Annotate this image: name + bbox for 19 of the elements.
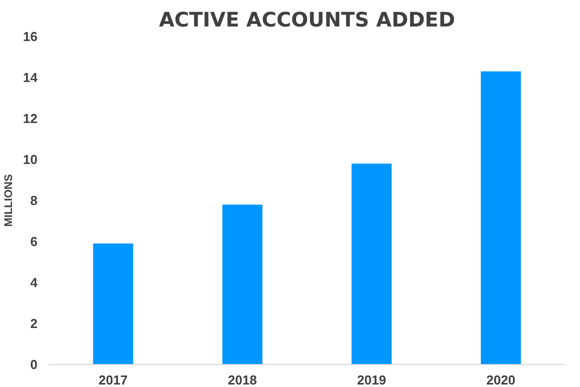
y-tick-label: 4 xyxy=(30,275,38,290)
bar xyxy=(222,204,262,364)
y-tick-label: 8 xyxy=(30,193,38,208)
bar xyxy=(93,244,134,364)
y-tick-label: 2 xyxy=(30,316,38,331)
y-tick-label: 12 xyxy=(23,111,38,126)
bar xyxy=(480,71,521,364)
chart-title: ACTIVE ACCOUNTS ADDED xyxy=(158,8,456,32)
y-tick-label: 16 xyxy=(23,29,38,44)
x-tick-label: 2020 xyxy=(486,372,516,387)
x-tick-label: 2018 xyxy=(228,372,257,387)
y-tick-label: 10 xyxy=(23,152,38,167)
y-tick-label: 0 xyxy=(30,357,38,372)
y-tick-label: 6 xyxy=(30,234,38,249)
y-axis-title: MILLIONS xyxy=(3,174,16,227)
bar xyxy=(352,164,392,364)
y-tick-label: 14 xyxy=(23,70,38,85)
x-tick-label: 2019 xyxy=(357,372,386,387)
x-tick-label: 2017 xyxy=(98,372,128,387)
